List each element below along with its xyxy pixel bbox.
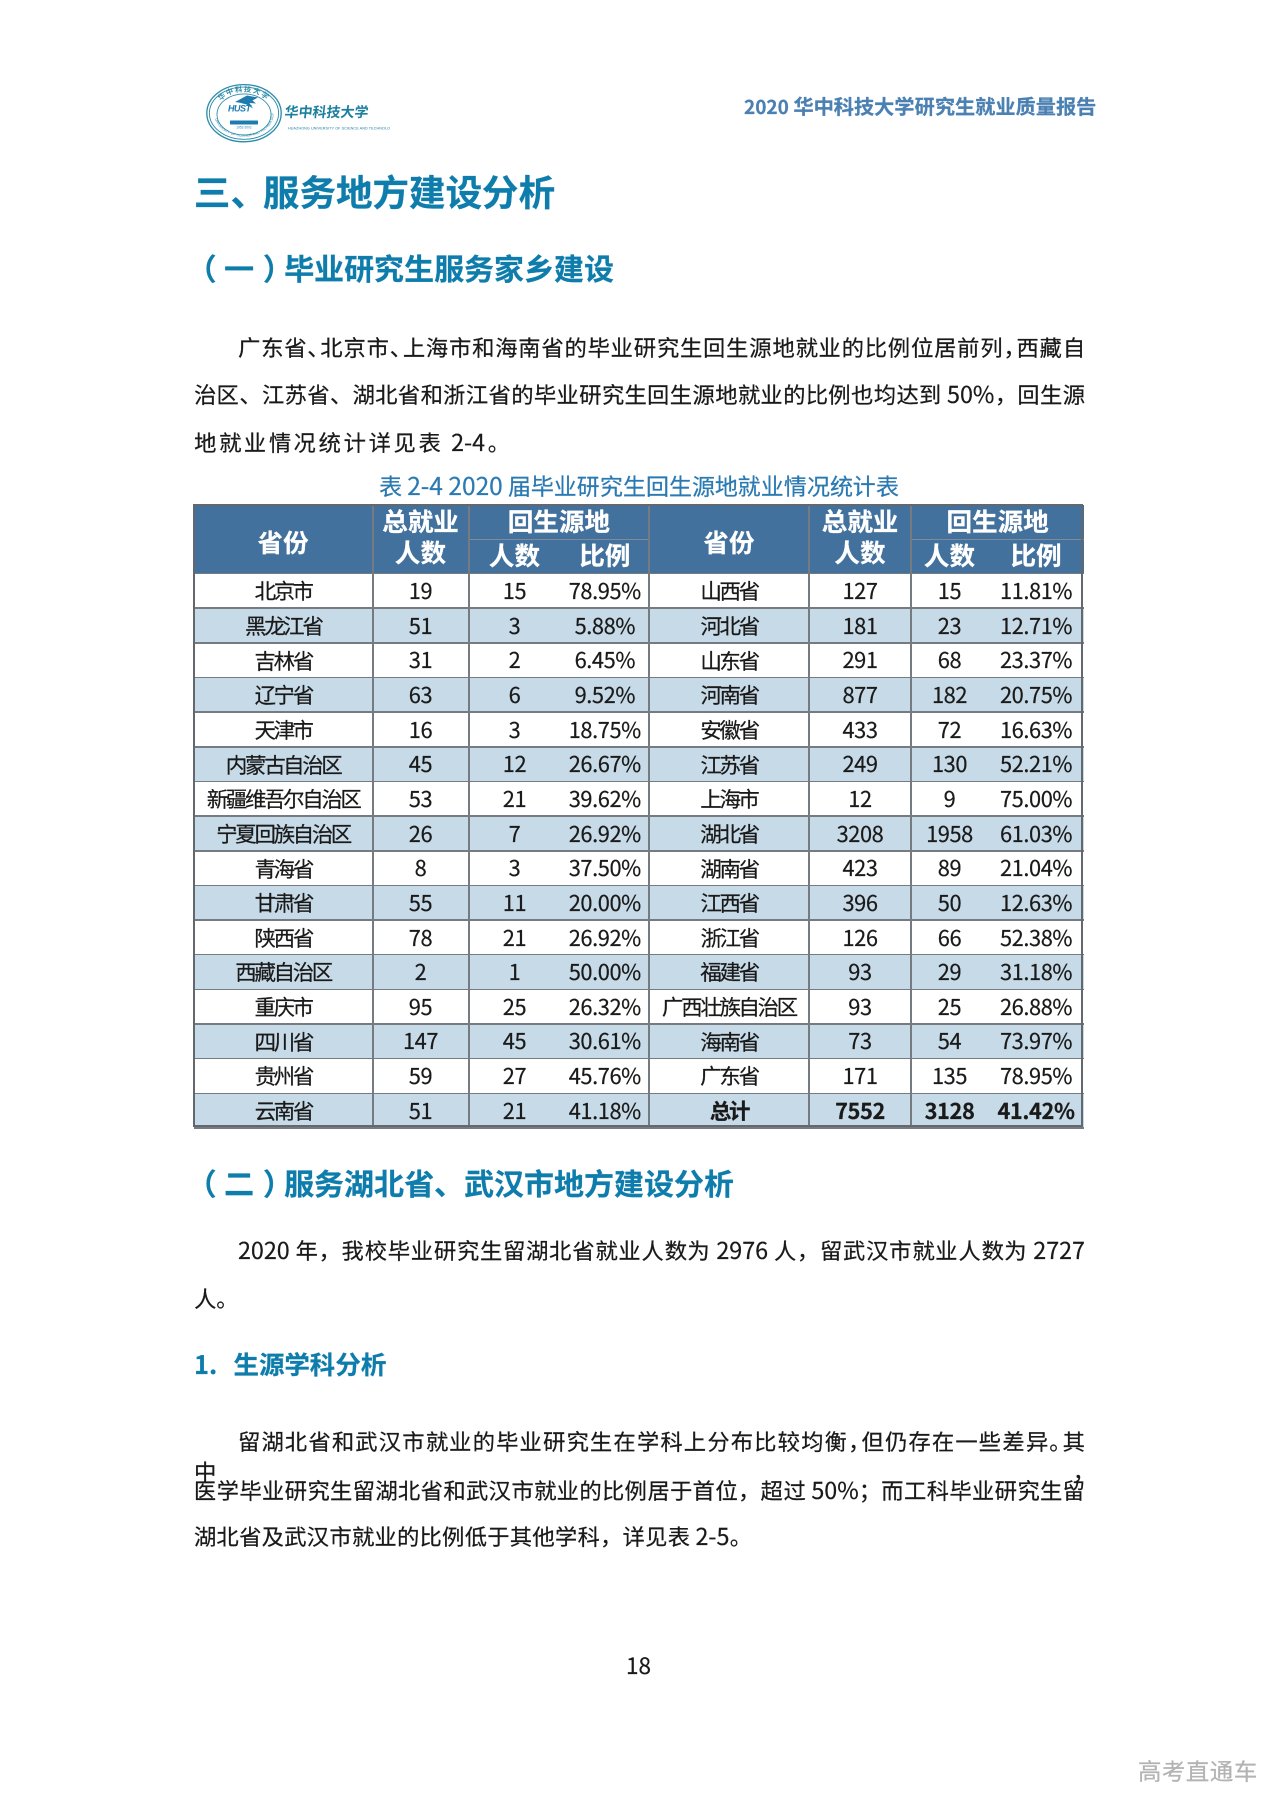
svg-text:1952-2002: 1952-2002 bbox=[236, 126, 251, 130]
svg-text:HUAZHONG UNIVERSITY OF SCIENCE: HUAZHONG UNIVERSITY OF SCIENCE AND TECHN… bbox=[288, 127, 390, 131]
svg-text:华中科技大学: 华中科技大学 bbox=[284, 102, 370, 122]
svg-text:HUST: HUST bbox=[228, 104, 253, 114]
